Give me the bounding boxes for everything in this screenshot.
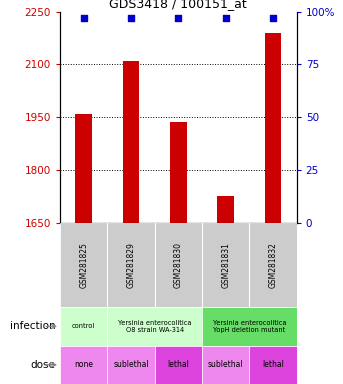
- Bar: [155, 223, 202, 307]
- Text: lethal: lethal: [167, 360, 189, 369]
- Bar: [202, 307, 297, 346]
- Bar: [202, 346, 249, 384]
- Point: [176, 15, 181, 21]
- Bar: [60, 223, 107, 307]
- Bar: [249, 346, 297, 384]
- Bar: [265, 33, 281, 223]
- Text: sublethal: sublethal: [113, 360, 149, 369]
- Point: [270, 15, 276, 21]
- Point: [223, 15, 228, 21]
- Text: none: none: [74, 360, 93, 369]
- Bar: [60, 346, 107, 384]
- Text: control: control: [72, 323, 95, 329]
- Bar: [202, 223, 249, 307]
- Bar: [75, 114, 92, 223]
- Title: GDS3418 / 100151_at: GDS3418 / 100151_at: [109, 0, 247, 10]
- Text: dose: dose: [31, 360, 55, 370]
- Text: GSM281831: GSM281831: [221, 242, 230, 288]
- Point: [81, 15, 86, 21]
- Bar: [249, 223, 297, 307]
- Text: Yersinia enterocolitica
O8 strain WA-314: Yersinia enterocolitica O8 strain WA-314: [118, 319, 191, 333]
- Text: lethal: lethal: [262, 360, 284, 369]
- Bar: [155, 346, 202, 384]
- Bar: [107, 223, 155, 307]
- Point: [128, 15, 134, 21]
- Text: GSM281829: GSM281829: [127, 242, 135, 288]
- Text: Yersinia enterocolitica
YopH deletion mutant: Yersinia enterocolitica YopH deletion mu…: [213, 319, 286, 333]
- Text: sublethal: sublethal: [208, 360, 244, 369]
- Bar: [217, 196, 234, 223]
- Text: infection: infection: [10, 321, 55, 331]
- Text: GSM281830: GSM281830: [174, 242, 183, 288]
- Bar: [123, 61, 139, 223]
- Text: GSM281825: GSM281825: [79, 242, 88, 288]
- Bar: [60, 307, 107, 346]
- Bar: [170, 122, 187, 223]
- Bar: [107, 346, 155, 384]
- Bar: [107, 307, 202, 346]
- Text: GSM281832: GSM281832: [269, 242, 277, 288]
